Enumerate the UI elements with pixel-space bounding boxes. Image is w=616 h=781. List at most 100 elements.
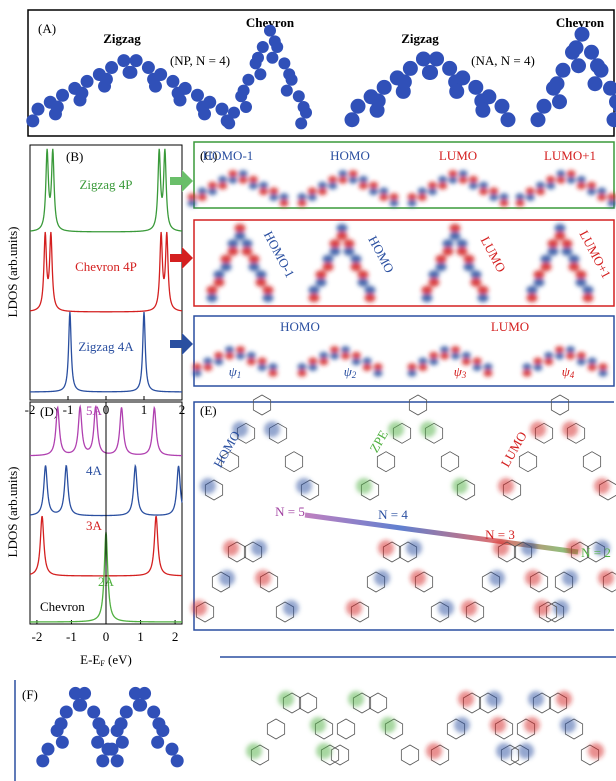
orbital-lobe xyxy=(358,278,369,287)
orbital-lobe xyxy=(359,176,368,183)
orbital-lobe xyxy=(556,176,565,183)
orbital-lobe xyxy=(548,239,559,248)
atom xyxy=(124,66,137,79)
orbital-lobe xyxy=(560,717,576,733)
atom xyxy=(142,61,155,74)
y-axis-label: LDOS (arb.units) xyxy=(5,227,20,318)
orbital-label: LUMO xyxy=(491,319,529,334)
orbital-lobe xyxy=(521,540,537,556)
orbital-lobe xyxy=(259,182,268,189)
orbital-lobe xyxy=(349,170,358,177)
panel-label: (B) xyxy=(66,149,83,164)
orbital-lobe xyxy=(528,691,544,707)
panel-c-frame xyxy=(194,220,614,306)
orbital-lobe xyxy=(500,200,509,207)
x-tick-label: -1 xyxy=(66,629,77,644)
step-label: N = 5 xyxy=(275,504,305,519)
orbital-lobe xyxy=(536,182,545,189)
orbital-lobe xyxy=(461,600,477,616)
atom xyxy=(531,112,546,127)
orbital-lobe xyxy=(577,182,586,189)
orbital-lobe xyxy=(429,270,440,279)
orbital-lobe xyxy=(438,182,447,189)
orbital-lobe xyxy=(228,176,237,183)
orbital-lobe xyxy=(259,188,268,195)
orbital-lobe xyxy=(221,262,232,271)
hexagon xyxy=(267,719,284,739)
hexagon xyxy=(409,395,426,415)
atom xyxy=(198,107,211,120)
orbital-lobe xyxy=(258,358,267,365)
orbital-lobe xyxy=(469,182,478,189)
orbital-lobe xyxy=(567,176,576,183)
orbital-lobe xyxy=(608,193,616,200)
orbital-lobe xyxy=(471,278,482,287)
orbital-lobe xyxy=(374,370,383,377)
orbital-lobe xyxy=(256,270,267,279)
atom xyxy=(223,117,235,129)
orbital-lobe xyxy=(459,176,468,183)
x-tick-label: -2 xyxy=(31,629,42,644)
orbital-lobe xyxy=(390,193,399,200)
orbital-lobe xyxy=(451,346,460,353)
atom xyxy=(151,736,164,749)
orbital-lobe xyxy=(330,247,341,256)
orbital-lobe xyxy=(594,478,610,494)
atom xyxy=(429,51,444,66)
atom xyxy=(96,754,109,767)
orbital-lobe xyxy=(269,194,278,201)
orbital-lobe xyxy=(576,270,587,279)
orbital-lobe xyxy=(218,182,227,189)
orbital-lobe xyxy=(330,346,339,353)
orbital-lobe xyxy=(428,188,437,195)
orbital-lobe xyxy=(408,200,417,207)
orbital-lobe xyxy=(379,194,388,201)
orbital-lobe xyxy=(566,346,575,353)
orbital-lobe xyxy=(516,200,525,207)
orbital-lobe xyxy=(562,247,573,256)
orbital-lobe xyxy=(251,540,267,556)
orbital-lobe xyxy=(374,570,390,586)
atom xyxy=(537,99,552,114)
orbital-lobe xyxy=(269,187,278,194)
orbital-lobe xyxy=(214,278,225,287)
orbital-lobe xyxy=(378,540,394,556)
atom xyxy=(105,61,118,74)
orbital-lobe xyxy=(379,187,388,194)
panel-label: (D) xyxy=(40,404,58,419)
atom xyxy=(556,63,571,78)
orbital-lobe xyxy=(548,247,559,256)
orbital-lobe xyxy=(236,346,245,353)
orbital-lobe xyxy=(228,239,239,248)
x-tick-label: 1 xyxy=(141,402,148,417)
orbital-lobe xyxy=(369,182,378,189)
orbital-lobe xyxy=(319,352,328,359)
orbital-image xyxy=(426,691,534,759)
atom xyxy=(154,68,167,81)
orbital-lobe xyxy=(541,262,552,271)
atom xyxy=(252,52,264,64)
orbital-lobe xyxy=(198,187,207,194)
orbital-lobe xyxy=(534,270,545,279)
orbital-lobe xyxy=(208,182,217,189)
atom xyxy=(75,87,88,100)
atom xyxy=(481,89,496,104)
orbital-lobe xyxy=(298,193,307,200)
atom xyxy=(569,40,584,55)
atom xyxy=(397,74,412,89)
atom xyxy=(117,54,130,67)
orbital-lobe xyxy=(330,352,339,359)
orbital-lobe xyxy=(452,478,468,494)
orbital-lobe xyxy=(408,370,417,377)
orbital-lobe xyxy=(577,176,586,183)
series-label: Zigzag 4A xyxy=(78,339,134,354)
orbital-lobe xyxy=(351,262,362,271)
orbital-lobe xyxy=(486,691,502,707)
orbital-lobe xyxy=(280,200,289,207)
panel-c-frame xyxy=(194,316,614,386)
atom xyxy=(286,74,298,86)
atom xyxy=(240,101,252,113)
orbital-lobe xyxy=(318,188,327,195)
orbital-lobe xyxy=(308,194,317,201)
orbital-lobe xyxy=(490,717,506,733)
